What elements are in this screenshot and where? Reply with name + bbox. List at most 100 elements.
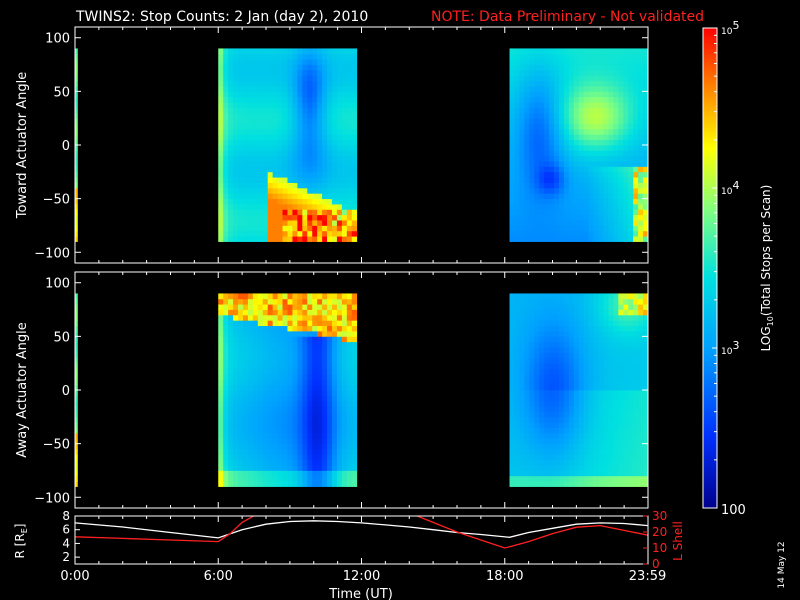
toward-heatmap-cell [608,225,614,232]
away-heatmap-cell [608,384,614,391]
toward-heatmap-cell [558,86,565,92]
toward-heatmap-cell [549,75,555,82]
toward-heatmap-cell [312,182,318,189]
away-heatmap-cell [578,314,585,321]
toward-heatmap-cell [588,220,594,226]
toward-heatmap-cell [312,80,318,87]
toward-heatmap-cell [534,230,540,237]
toward-heatmap-cell [287,171,293,178]
away-heatmap-cell [588,379,594,386]
toward-heatmap-cell [633,102,639,108]
toward-heatmap-cell [633,69,639,76]
away-heatmap-cell [519,298,525,305]
toward-heatmap-cell [307,187,313,194]
toward-heatmap-cell [242,177,249,183]
toward-heatmap-cell [317,91,323,98]
away-heatmap-cell [519,427,525,434]
toward-heatmap-cell [287,75,293,82]
toward-heatmap-cell [322,102,328,108]
toward-heatmap-cell [593,118,599,124]
toward-heatmap-cell [598,86,604,92]
toward-heatmap-cell [75,225,78,232]
toward-heatmap-cell [307,214,313,221]
away-heatmap-cell [351,379,358,386]
toward-heatmap-cell [603,80,609,87]
away-heatmap-cell [633,459,639,466]
toward-heatmap-cell [529,134,535,141]
away-heatmap-cell [603,416,609,423]
away-heatmap-cell [332,416,338,423]
away-heatmap-cell [583,400,590,407]
away-heatmap-cell [336,363,343,369]
toward-heatmap-cell [327,198,333,205]
toward-heatmap-cell [529,230,535,237]
toward-heatmap-cell [514,69,520,76]
away-heatmap-cell [598,304,604,310]
toward-heatmap-cell [307,123,313,130]
away-heatmap-cell [282,309,288,316]
away-heatmap-cell [336,390,343,396]
toward-heatmap-cell [633,225,639,232]
toward-heatmap-cell [539,128,545,135]
toward-heatmap-cell [267,53,274,60]
toward-heatmap-cell [583,139,590,146]
away-heatmap-cell [312,352,318,359]
toward-heatmap-cell [238,155,244,162]
away-heatmap-cell [233,465,239,471]
away-heatmap-cell [623,336,629,343]
toward-heatmap-cell [307,145,313,151]
toward-heatmap-cell [218,150,224,157]
away-heatmap-cell [247,443,254,450]
away-heatmap-cell [322,390,328,396]
toward-heatmap-cell [544,128,550,135]
toward-heatmap-cell [312,204,318,210]
toward-heatmap-cell [262,236,269,242]
away-heatmap-cell [292,384,298,391]
away-heatmap-cell [242,475,249,482]
away-heatmap-cell [549,454,555,461]
toward-heatmap-cell [613,102,619,108]
away-heatmap-cell [563,422,570,428]
away-heatmap-cell [297,320,303,327]
toward-heatmap-cell [351,145,358,151]
away-heatmap-cell [257,438,264,445]
away-heatmap-cell [252,352,259,359]
away-heatmap-cell [558,384,565,391]
away-heatmap-cell [277,432,283,439]
away-heatmap-cell [524,427,530,434]
toward-heatmap-cell [514,48,520,55]
away-heatmap-cell [307,481,313,487]
toward-heatmap-cell [628,64,634,71]
toward-heatmap-cell [317,150,323,157]
away-heatmap-cell [524,309,530,316]
toward-heatmap-cell [544,150,550,157]
toward-heatmap-cell [218,155,224,162]
away-heatmap-cell [613,363,619,369]
away-heatmap-cell [292,357,298,364]
away-heatmap-cell [598,336,604,343]
away-heatmap-cell [228,470,234,477]
away-heatmap-cell [297,411,303,418]
toward-heatmap-cell [287,53,293,60]
away-heatmap-cell [578,470,585,477]
away-heatmap-cell [257,416,264,423]
toward-heatmap-cell [578,64,585,71]
away-heatmap-cell [332,352,338,359]
toward-heatmap-cell [608,123,614,130]
toward-heatmap-cell [578,150,585,157]
away-heatmap-cell [292,390,298,396]
toward-heatmap-cell [539,91,545,98]
away-heatmap-cell [277,384,283,391]
away-heatmap-cell [643,373,648,380]
toward-heatmap-cell [267,48,274,55]
toward-heatmap-cell [322,155,328,162]
toward-heatmap-cell [238,171,244,178]
colorbar-label-rest: (Total Stops per Scan) [759,185,773,316]
away-heatmap-cell [578,363,585,369]
toward-heatmap-cell [302,236,308,242]
away-heatmap-cell [563,320,570,327]
orbit-left-y-label-sub: E [20,528,29,533]
away-heatmap-cell [623,384,629,391]
away-heatmap-cell [75,465,78,471]
away-heatmap-cell [514,470,520,477]
